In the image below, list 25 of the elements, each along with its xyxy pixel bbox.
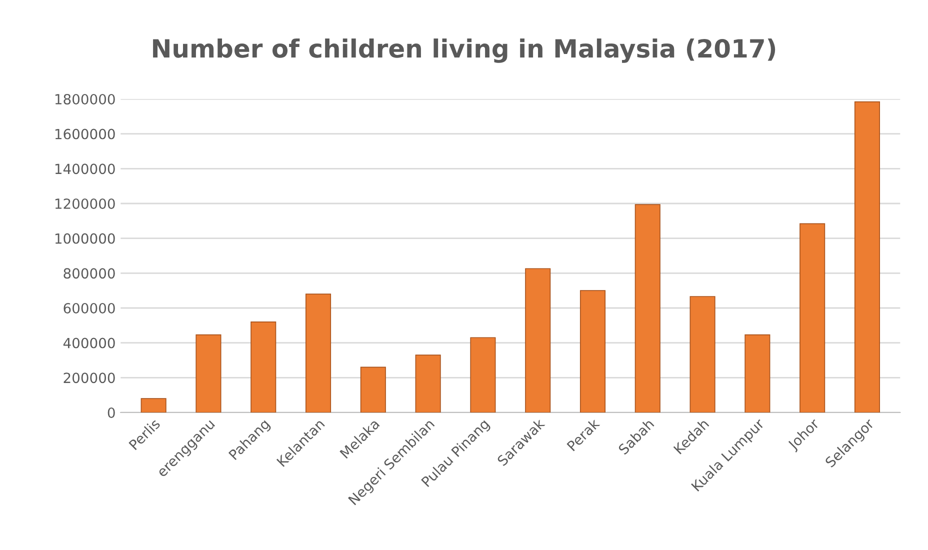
y-tick-label: 1000000 — [55, 233, 115, 244]
y-tick-label: 400000 — [63, 338, 115, 348]
bar — [800, 223, 826, 412]
bar — [470, 337, 496, 412]
y-tick-label: 800000 — [64, 268, 115, 279]
bar — [140, 398, 166, 412]
bar — [360, 366, 386, 412]
bar — [690, 296, 716, 412]
y-tick-label: 1600000 — [55, 128, 115, 140]
bar — [854, 101, 880, 412]
bar — [580, 290, 606, 412]
bar — [525, 268, 551, 412]
y-tick-label: 1200000 — [55, 198, 115, 209]
bar — [250, 322, 276, 412]
chart-title: Number of children living in Malaysia (2017) — [153, 38, 776, 63]
y-tick-label: 1800000 — [55, 94, 115, 104]
y-tick-label: 200000 — [64, 372, 115, 384]
y-tick-label: 600000 — [64, 302, 115, 314]
y-tick-label: 0 — [108, 407, 115, 418]
bar — [415, 354, 441, 412]
bar — [634, 204, 660, 412]
bar — [305, 294, 332, 412]
bar — [744, 334, 770, 412]
y-tick-label: 1400000 — [55, 164, 115, 174]
bar — [196, 334, 222, 412]
